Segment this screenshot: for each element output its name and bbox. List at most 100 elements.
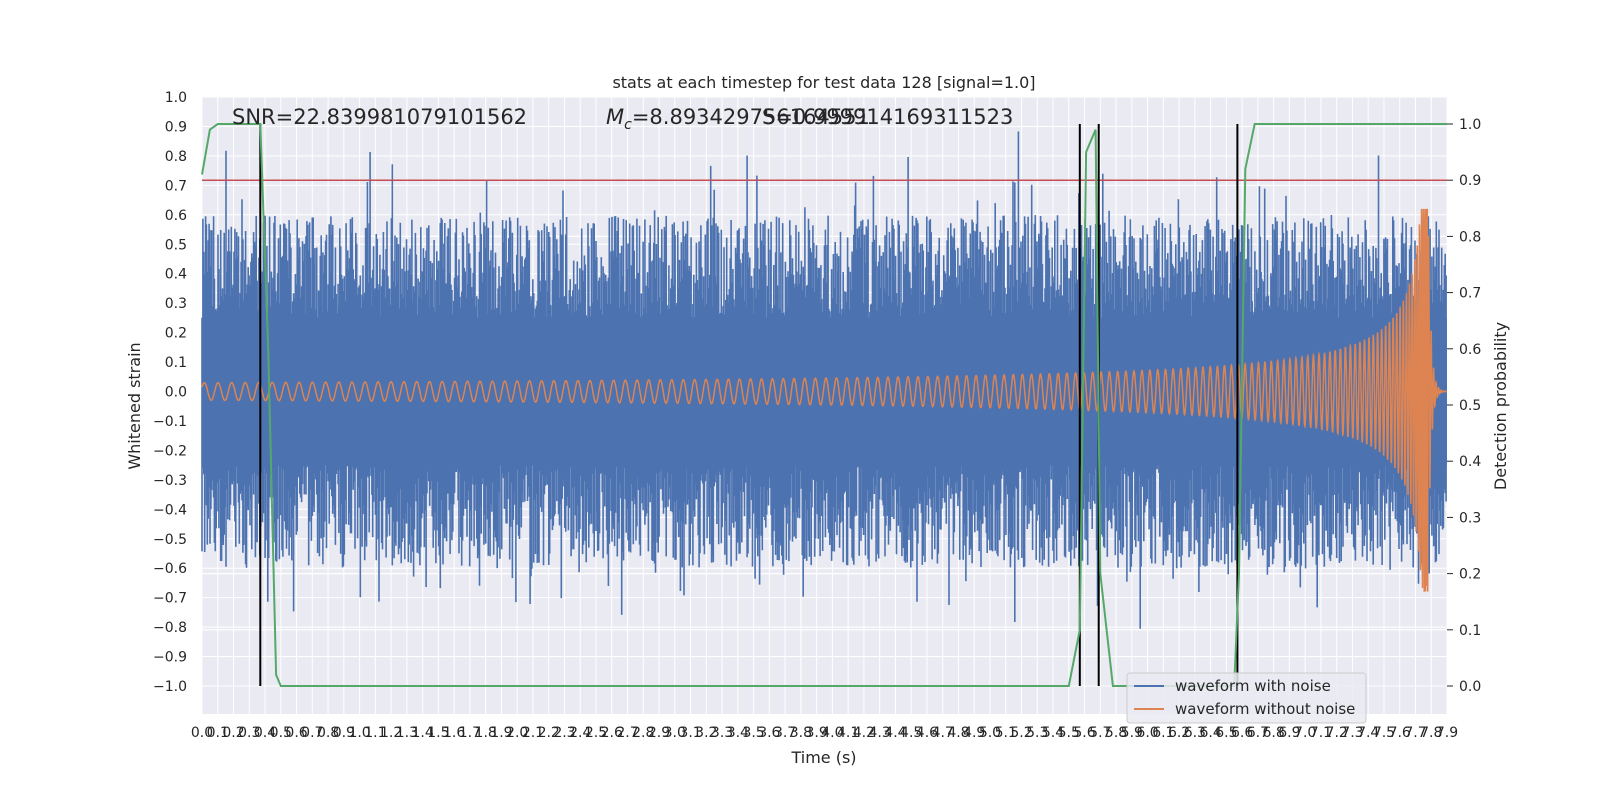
legend-label-noise: waveform with noise (1175, 677, 1331, 695)
y-tick-label-left: 0.6 (165, 208, 187, 224)
x-tick-label: 5.7 (1089, 725, 1111, 741)
y-tick-labels-right: 1.0 0.9 0.8 0.7 0.6 0.5 0.4 0.3 0.2 0.1 0.0 (1447, 117, 1481, 695)
mc-symbol: M (606, 105, 624, 129)
y-tick-label-right: 0.7 (1459, 286, 1481, 302)
y-tick-label-left: 0.5 (165, 237, 187, 253)
x-tick-label: 7.3 (1341, 725, 1363, 741)
x-tick-label: 1.1 (364, 725, 386, 741)
mc-subscript: c (624, 117, 632, 133)
y-tick-label-left: −0.7 (153, 591, 187, 607)
x-tick-label: 4.2 (853, 725, 875, 741)
x-axis-label: Time (s) (790, 748, 856, 767)
x-tick-label: 7.6 (1389, 725, 1411, 741)
y-tick-label-right: 1.0 (1459, 117, 1481, 133)
x-tick-label: 1.3 (396, 725, 418, 741)
y-tick-label-left: 0.2 (165, 326, 187, 342)
x-tick-label: 3.1 (679, 725, 701, 741)
chirp-mass-annotation: Mc=8.893429756164551 (606, 105, 870, 133)
clean-trace (201, 208, 1448, 592)
x-tick-label: 0.1 (207, 725, 229, 741)
x-tick-label: 5.2 (1010, 725, 1032, 741)
x-tick-label: 7.0 (1294, 725, 1316, 741)
x-tick-label: 7.2 (1326, 725, 1348, 741)
x-tick-label: 3.2 (695, 725, 717, 741)
y-axis-label-right: Detection probability (1491, 322, 1510, 490)
y-tick-label-right: 0.3 (1459, 510, 1481, 526)
y-tick-label-left: 0.4 (165, 267, 187, 283)
x-tick-label: 3.9 (805, 725, 827, 741)
x-tick-label: 4.6 (916, 725, 938, 741)
x-tick-label: 3.3 (711, 725, 733, 741)
x-tick-label: 5.5 (1058, 725, 1080, 741)
x-tick-label: 0.5 (270, 725, 292, 741)
y-tick-label-left: −0.1 (153, 414, 187, 430)
x-tick-label: 0.8 (317, 725, 339, 741)
x-tick-label: 5.8 (1105, 725, 1127, 741)
x-tick-label: 2.3 (553, 725, 575, 741)
x-tick-label: 7.8 (1420, 725, 1442, 741)
x-tick-label: 1.0 (348, 725, 370, 741)
y-tick-label-right: 0.8 (1459, 229, 1481, 245)
y-tick-labels-left: 1.0 0.9 0.8 0.7 0.6 0.5 0.4 0.3 0.2 0.1 0.0 −0.1 −0.… (153, 90, 187, 695)
y-tick-label-left: −1.0 (153, 679, 187, 695)
y-tick-label-left: −0.2 (153, 443, 187, 459)
x-tick-label: 7.9 (1436, 725, 1458, 741)
y-tick-label-left: −0.6 (153, 561, 187, 577)
x-tick-label: 1.8 (475, 725, 497, 741)
x-tick-label: 1.6 (443, 725, 465, 741)
x-tick-label: 7.1 (1310, 725, 1332, 741)
x-tick-label: 0.0 (191, 725, 213, 741)
series-detection-probability (201, 123, 1447, 687)
x-tick-labels: 0.00.10.20.30.40.50.60.70.80.91.01.11.21… (191, 725, 1458, 741)
y-tick-label-right: 0.9 (1459, 173, 1481, 189)
y-axis-label-left: Whitened strain (125, 342, 144, 469)
legend-label-clean: waveform without noise (1175, 700, 1355, 718)
x-tick-label: 2.9 (648, 725, 670, 741)
x-tick-label: 1.7 (459, 725, 481, 741)
x-tick-label: 3.7 (774, 725, 796, 741)
x-tick-label: 7.4 (1357, 725, 1379, 741)
y-tick-label-left: −0.9 (153, 650, 187, 666)
y-tick-label-right: 0.2 (1459, 567, 1481, 583)
x-tick-label: 0.4 (254, 725, 276, 741)
x-tick-label: 6.6 (1231, 725, 1253, 741)
x-tick-label: 6.3 (1184, 725, 1206, 741)
legend-box (1126, 672, 1367, 724)
x-tick-label: 4.8 (947, 725, 969, 741)
chart-title: stats at each timestep for test data 128… (612, 73, 1035, 92)
x-tick-label: 6.8 (1263, 725, 1285, 741)
x-tick-label: 5.9 (1121, 725, 1143, 741)
x-tick-label: 5.4 (1042, 725, 1064, 741)
y-tick-label-left: 1.0 (165, 90, 187, 106)
y-tick-label-right: 0.1 (1459, 623, 1481, 639)
y-tick-label-left: 0.1 (165, 355, 187, 371)
y-tick-label-right: 0.6 (1459, 342, 1481, 358)
x-tick-label: 6.4 (1199, 725, 1221, 741)
x-tick-label: 2.7 (616, 725, 638, 741)
x-tick-label: 1.5 (427, 725, 449, 741)
x-tick-label: 4.5 (900, 725, 922, 741)
x-tick-label: 5.0 (979, 725, 1001, 741)
x-tick-label: 2.8 (632, 725, 654, 741)
x-tick-label: 2.5 (585, 725, 607, 741)
y-tick-label-left: 0.0 (165, 385, 187, 401)
x-tick-label: 2.4 (569, 725, 591, 741)
snr-annotation: SNR=22.839981079101562 (232, 105, 527, 129)
x-tick-label: 0.3 (238, 725, 260, 741)
x-tick-label: 0.6 (285, 725, 307, 741)
x-tick-label: 4.7 (932, 725, 954, 741)
series-waveform-without-noise (201, 208, 1448, 592)
x-tick-label: 1.2 (380, 725, 402, 741)
y-tick-label-left: 0.8 (165, 149, 187, 165)
x-tick-label: 2.2 (538, 725, 560, 741)
x-tick-label: 7.7 (1404, 725, 1426, 741)
x-tick-label: 6.0 (1136, 725, 1158, 741)
y-tick-label-left: 0.9 (165, 119, 187, 135)
x-tick-label: 6.1 (1152, 725, 1174, 741)
x-tick-label: 2.6 (601, 725, 623, 741)
x-tick-label: 2.0 (506, 725, 528, 741)
x-tick-label: 2.1 (522, 725, 544, 741)
x-tick-label: 4.4 (884, 725, 906, 741)
x-tick-label: 3.5 (742, 725, 764, 741)
x-tick-label: 1.4 (412, 725, 434, 741)
